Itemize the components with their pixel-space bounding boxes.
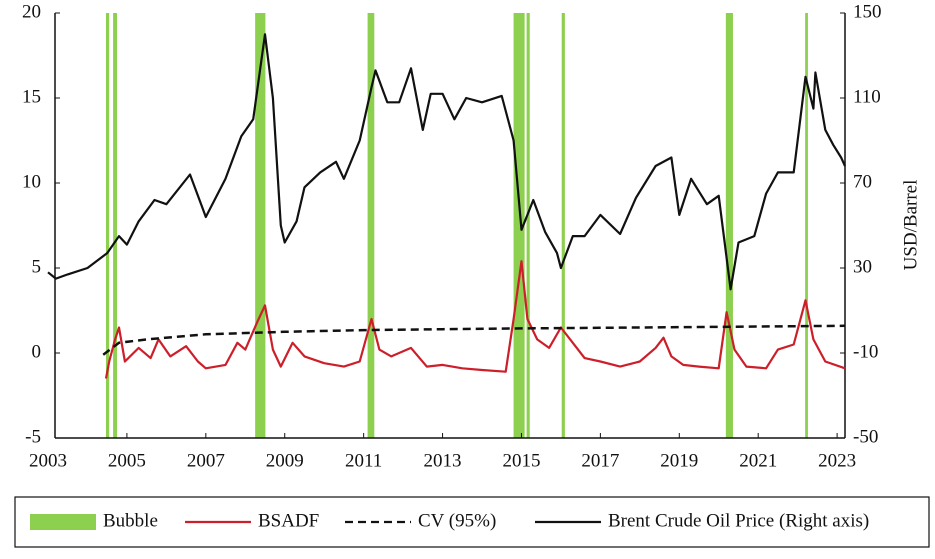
bubble-band xyxy=(113,13,118,438)
y2-tick-label: 110 xyxy=(853,86,881,107)
x-tick-label: 2005 xyxy=(108,450,146,471)
x-tick-label: 2019 xyxy=(660,450,698,471)
y2-tick-label: 30 xyxy=(853,256,872,277)
y-tick-label: 15 xyxy=(22,86,41,107)
legend-label: Brent Crude Oil Price (Right axis) xyxy=(608,510,869,531)
x-tick-label: 2017 xyxy=(581,450,619,471)
y-tick-label: 5 xyxy=(32,256,42,277)
legend-label: CV (95%) xyxy=(418,510,496,531)
bubble-band xyxy=(805,13,808,438)
series-line xyxy=(104,260,846,379)
y2-axis-title: USD/Barrel xyxy=(900,180,921,271)
x-tick-label: 2011 xyxy=(345,450,382,471)
bubble-band xyxy=(255,13,266,438)
x-tick-label: 2013 xyxy=(424,450,462,471)
y2-tick-label: -50 xyxy=(853,426,878,447)
legend-label: BSADF xyxy=(258,510,319,531)
x-tick-label: 2023 xyxy=(818,450,856,471)
y2-tick-label: 70 xyxy=(853,171,872,192)
series-line xyxy=(47,33,846,291)
x-tick-label: 2003 xyxy=(29,450,67,471)
y2-tick-label: 150 xyxy=(853,1,882,22)
y-tick-label: 10 xyxy=(22,171,41,192)
bubble-band xyxy=(526,13,530,438)
y-tick-label: -5 xyxy=(25,426,41,447)
bubble-band xyxy=(367,13,375,438)
bubble-band xyxy=(561,13,565,438)
legend-label: Bubble xyxy=(103,510,158,531)
bubble-band xyxy=(513,13,525,438)
bubble-band xyxy=(725,13,733,438)
x-tick-label: 2015 xyxy=(502,450,540,471)
x-tick-label: 2007 xyxy=(187,450,225,471)
x-tick-label: 2009 xyxy=(266,450,304,471)
y-tick-label: 20 xyxy=(22,1,41,22)
x-tick-label: 2021 xyxy=(739,450,777,471)
y2-tick-label: -10 xyxy=(853,341,878,362)
bubble-band xyxy=(105,13,110,438)
y-tick-label: 0 xyxy=(32,341,42,362)
series-line xyxy=(102,324,846,356)
legend-swatch xyxy=(30,514,96,530)
legend-box xyxy=(14,496,930,548)
